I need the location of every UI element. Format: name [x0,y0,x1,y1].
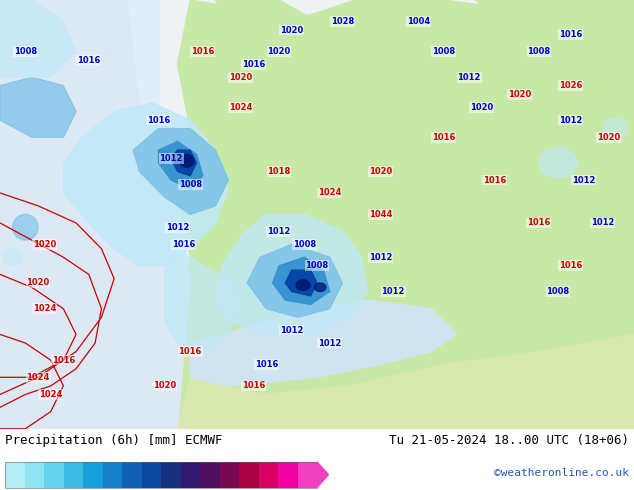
Bar [83,462,103,488]
Polygon shape [63,103,228,266]
Text: Precipitation (6h) [mm] ECMWF: Precipitation (6h) [mm] ECMWF [5,434,223,447]
Text: 1004: 1004 [407,17,430,26]
Text: 1008: 1008 [179,180,202,189]
Bar [181,462,200,488]
Polygon shape [273,257,330,304]
Text: 1016: 1016 [179,347,202,356]
Polygon shape [0,0,190,429]
Text: 1020: 1020 [508,90,531,99]
Ellipse shape [13,215,38,240]
Text: 1016: 1016 [52,356,75,365]
Bar [219,462,239,488]
Bar [44,462,63,488]
Ellipse shape [539,148,577,178]
Text: 1020: 1020 [597,133,620,142]
Text: 1016: 1016 [527,219,550,227]
Text: 1020: 1020 [280,25,303,34]
Text: 1024: 1024 [33,304,56,313]
Text: ©weatheronline.co.uk: ©weatheronline.co.uk [494,468,629,478]
Text: 1012: 1012 [382,287,404,296]
Polygon shape [178,334,634,429]
Text: 1044: 1044 [369,210,392,219]
Text: 1012: 1012 [559,116,582,124]
Ellipse shape [180,154,194,167]
Text: 1012: 1012 [458,73,481,82]
Polygon shape [165,0,634,429]
Polygon shape [247,245,342,318]
Text: 1016: 1016 [147,116,170,124]
Text: 1012: 1012 [318,339,341,347]
Polygon shape [0,0,76,77]
Text: 1008: 1008 [293,240,316,249]
Bar [259,462,278,488]
Polygon shape [165,137,203,206]
Polygon shape [476,0,634,309]
Text: 1028: 1028 [331,17,354,26]
Bar [239,462,259,488]
Text: 1024: 1024 [39,390,62,399]
Polygon shape [190,300,456,386]
Text: 1012: 1012 [166,223,189,232]
Polygon shape [133,129,228,215]
Text: 1020: 1020 [369,167,392,176]
Text: 1020: 1020 [153,381,176,391]
Bar [141,462,161,488]
Text: 1024: 1024 [27,373,49,382]
Ellipse shape [602,118,628,139]
Text: 1012: 1012 [369,253,392,262]
Text: 1016: 1016 [559,261,582,270]
Polygon shape [165,249,241,352]
Bar [0,0,158,429]
Bar [278,462,297,488]
Text: 1012: 1012 [160,154,183,163]
Ellipse shape [314,283,326,292]
Text: 1012: 1012 [268,227,290,236]
Text: 1016: 1016 [242,60,265,69]
Text: 1018: 1018 [268,167,290,176]
Text: 1020: 1020 [268,47,290,56]
Text: 1016: 1016 [77,55,100,65]
Text: 1016: 1016 [559,30,582,39]
FancyArrow shape [317,462,328,488]
Bar [63,462,83,488]
Text: 1008: 1008 [306,261,328,270]
Bar [25,462,44,488]
Bar [297,462,317,488]
Bar [5,462,317,488]
Text: 1008: 1008 [14,47,37,56]
Text: 1012: 1012 [280,326,303,335]
Text: 1016: 1016 [172,240,195,249]
Polygon shape [285,270,317,296]
Text: 1008: 1008 [527,47,550,56]
Text: Tu 21-05-2024 18..00 UTC (18+06): Tu 21-05-2024 18..00 UTC (18+06) [389,434,629,447]
Polygon shape [158,142,203,189]
Text: 1016: 1016 [242,381,265,391]
Text: 1024: 1024 [318,189,341,197]
Text: 1008: 1008 [432,47,455,56]
Polygon shape [216,0,330,86]
Polygon shape [216,215,368,334]
Text: 1016: 1016 [255,360,278,369]
Text: 1016: 1016 [483,175,506,185]
Text: 1020: 1020 [27,278,49,288]
Ellipse shape [296,280,310,291]
Text: 1020: 1020 [230,73,252,82]
Bar [122,462,141,488]
Ellipse shape [3,248,22,266]
Text: 1008: 1008 [547,287,569,296]
Text: 1012: 1012 [591,219,614,227]
Text: 1026: 1026 [559,81,582,90]
Text: 1020: 1020 [470,103,493,112]
Text: 1016: 1016 [191,47,214,56]
Text: 1020: 1020 [33,240,56,249]
Text: 1016: 1016 [432,133,455,142]
Bar [5,462,25,488]
Polygon shape [0,77,76,137]
Bar [103,462,122,488]
Text: 1012: 1012 [572,175,595,185]
Polygon shape [171,150,197,176]
Text: 1024: 1024 [230,103,252,112]
Bar [161,462,181,488]
Bar [200,462,219,488]
